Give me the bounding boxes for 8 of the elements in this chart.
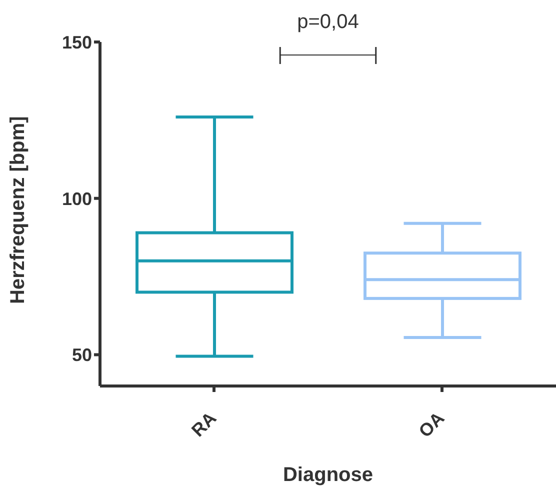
x-tick-label: RA [188,408,220,441]
text: p=0,04 [297,11,359,33]
x-axis-title: Diagnose [282,464,374,486]
y-axis-title: Herzfrequenz [bpm] [7,116,30,304]
y-tick-label: 100 [62,188,92,209]
x-tick-label: OA [414,408,448,442]
y-tick-label: 150 [62,32,92,52]
y-tick-label: 50 [72,345,92,366]
